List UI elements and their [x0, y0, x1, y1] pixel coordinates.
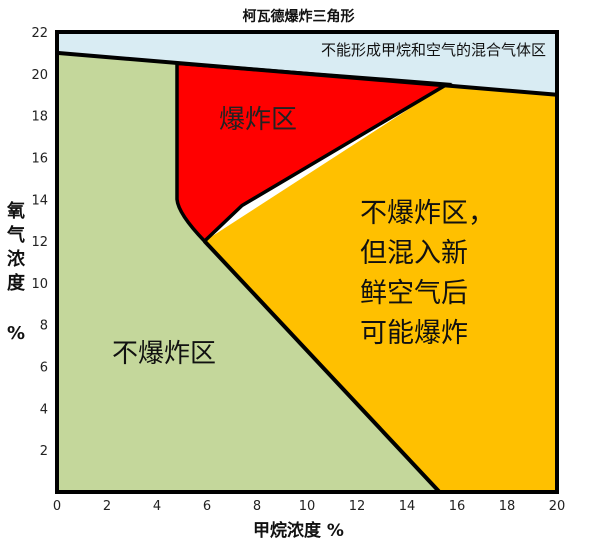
x-tick-label: 6 [203, 499, 211, 514]
cannot-form-mixture-zone [57, 32, 557, 95]
explosive-zone [177, 63, 447, 242]
y-tick-label: 2 [40, 444, 48, 459]
label-potential-line-4: 可能爆炸 [360, 318, 468, 349]
x-tick-label: 16 [449, 499, 466, 514]
label-cannot-form: 不能形成甲烷和空气的混合气体区 [321, 41, 546, 59]
y-tick-label: 20 [31, 68, 48, 83]
x-tick-label: 18 [499, 499, 516, 514]
y-tick-label: 12 [31, 235, 48, 250]
y-tick-label: 4 [40, 402, 48, 417]
plot-frame [55, 30, 559, 494]
x-tick-label: 20 [549, 499, 566, 514]
x-tick-label: 10 [299, 499, 316, 514]
x-tick-label: 8 [253, 499, 261, 514]
x-tick-labels: 0 2 4 6 8 10 12 14 16 18 20 [53, 499, 565, 514]
label-potential-line-1: 不爆炸区， [360, 198, 495, 229]
y-tick-label: 6 [40, 361, 48, 376]
explosive-boundary [175, 61, 453, 244]
x-tick-label: 4 [153, 499, 161, 514]
non-explosive-zone [57, 52, 440, 493]
y-axis-unit: % [6, 323, 26, 344]
y-axis-label-char: 度 [7, 273, 25, 294]
x-tick-label: 0 [53, 499, 61, 514]
y-tick-label: 10 [31, 277, 48, 292]
label-non-explosive: 不爆炸区 [112, 339, 216, 369]
y-tick-labels: 2 4 6 8 10 12 14 16 18 20 22 [31, 26, 48, 459]
potential-explosive-zone [204, 84, 557, 493]
y-axis-label-char: 气 [7, 225, 25, 246]
y-tick-label: 16 [31, 151, 48, 166]
label-potential-line-3: 鲜空气后 [360, 278, 468, 309]
y-axis-label-char: 浓 [7, 249, 25, 270]
x-axis-label: 甲烷浓度 % [253, 521, 344, 541]
x-tick-label: 2 [103, 499, 111, 514]
y-axis-label-char: 氧 [7, 201, 25, 222]
chart-title: 柯瓦德爆炸三角形 [242, 9, 355, 25]
y-tick-label: 18 [31, 110, 48, 125]
x-tick-label: 14 [399, 499, 416, 514]
y-tick-label: 22 [31, 26, 48, 41]
nose-to-axis-line [203, 239, 441, 494]
label-explosive: 爆炸区 [219, 105, 297, 135]
y-tick-label: 8 [40, 319, 48, 334]
x-tick-label: 12 [349, 499, 366, 514]
y-tick-label: 14 [31, 193, 48, 208]
label-potential-line-2: 但混入新 [360, 238, 468, 269]
y-axis-label: 氧 气 浓 度 % [6, 200, 26, 346]
